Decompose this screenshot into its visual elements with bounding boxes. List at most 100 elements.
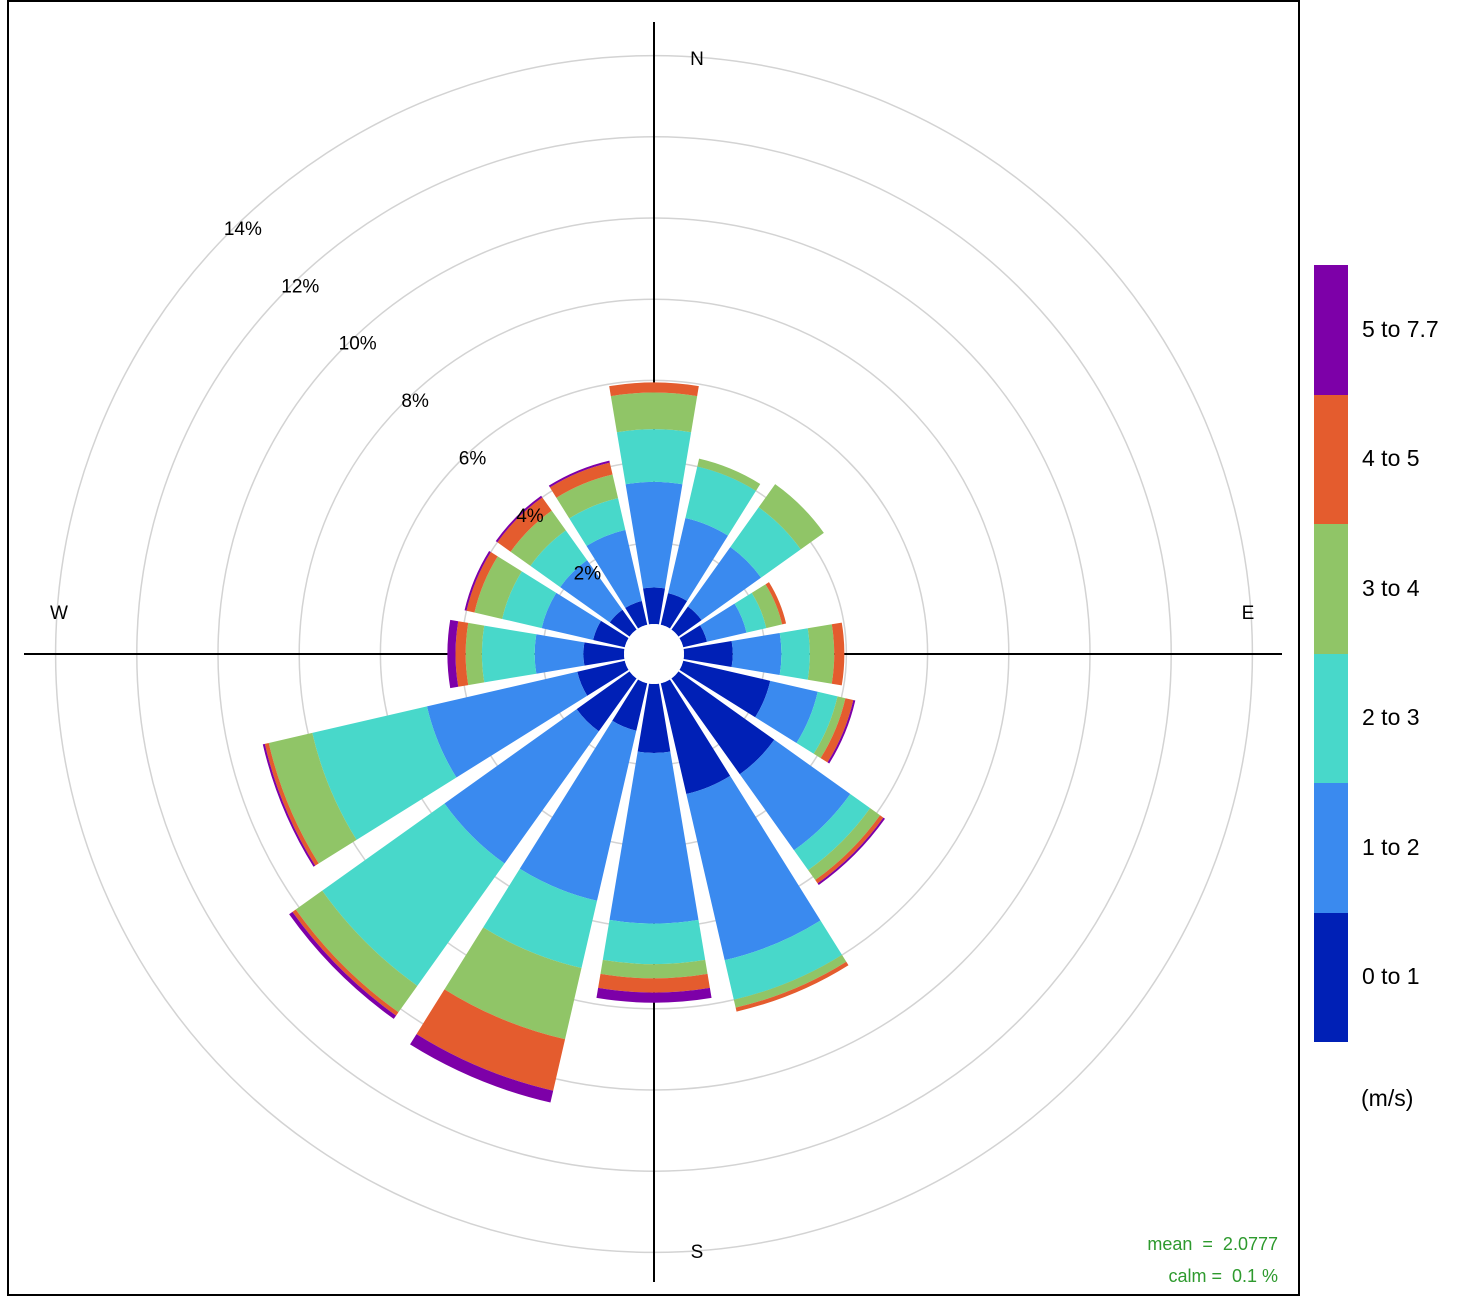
- plot-panel: 2% 4% 6% 8% 10% 12% 14% N E S W mean = 2.0777 …: [7, 0, 1300, 1296]
- radial-tick-label: 12%: [281, 276, 319, 297]
- wind-bar-segment: [687, 546, 762, 621]
- wind-bar-segment: [733, 954, 847, 1008]
- wind-bar-segment: [426, 671, 588, 778]
- wind-bar-segment: [519, 720, 637, 901]
- calm-stat: calm = 0.1 %: [1168, 1266, 1278, 1286]
- legend-units: (m/s): [1361, 1085, 1414, 1111]
- wind-bar-segment: [586, 529, 642, 608]
- legend-label: 4 to 5: [1362, 445, 1420, 472]
- wind-bar-segment: [671, 671, 775, 775]
- wind-bar-segment: [796, 691, 838, 754]
- wind-bar-segment: [464, 550, 491, 611]
- mean-stat: mean = 2.0777: [1147, 1234, 1278, 1254]
- wind-bar-segment: [598, 973, 710, 993]
- wind-bar-segment: [268, 732, 357, 864]
- calm-center-circle: [624, 624, 684, 684]
- wind-bar-segment: [625, 481, 683, 589]
- legend-label: 1 to 2: [1362, 833, 1420, 860]
- wind-bar-segment: [612, 679, 648, 731]
- legend-swatch: [1314, 653, 1348, 783]
- wind-bar-segment: [758, 484, 824, 550]
- wind-bar-segment: [510, 510, 566, 566]
- legend-label: 2 to 3: [1362, 704, 1420, 731]
- wind-bar-segment: [686, 775, 821, 961]
- wind-bar-segment: [731, 632, 782, 676]
- wind-bar-segment: [264, 742, 319, 866]
- wind-bar-segment: [447, 619, 459, 689]
- wind-bar-segment: [549, 462, 613, 498]
- wind-bar-segment: [481, 625, 537, 683]
- wind-bar-segment: [312, 706, 457, 840]
- wind-bar-segment: [700, 603, 747, 642]
- radial-tick-labels: 2% 4% 6% 8% 10% 12% 14%: [224, 219, 601, 585]
- wind-bar-segment: [416, 989, 566, 1091]
- wind-bar-segment: [497, 497, 552, 552]
- wind-bar-segment: [794, 794, 871, 871]
- wind-bar-segment: [735, 961, 849, 1012]
- wind-bar-segment: [643, 587, 665, 625]
- wind-bar-segment: [289, 911, 397, 1019]
- radial-tick-label: 10%: [339, 334, 377, 355]
- compass-label-e: E: [1242, 603, 1255, 624]
- wind-bar-segment: [751, 584, 783, 629]
- wind-bar-segment: [660, 593, 688, 629]
- wind-bar-segment: [779, 628, 810, 680]
- wind-bar-segment: [739, 739, 851, 851]
- legend-swatch: [1314, 394, 1348, 524]
- wind-bar-segment: [465, 622, 485, 686]
- wind-bar-segment: [600, 959, 708, 979]
- wind-bar-segment: [444, 927, 582, 1040]
- legend-swatch: [1314, 783, 1348, 913]
- wind-bar-segment: [815, 815, 884, 884]
- wind-bar-segment: [322, 803, 505, 986]
- wind-bar-segment: [625, 601, 648, 629]
- wind-bar-segment: [410, 1034, 554, 1103]
- wind-bar-segment: [474, 556, 522, 619]
- wind-bar-segment: [609, 609, 637, 637]
- wind-bar-segment: [808, 808, 881, 881]
- wind-bar-segment: [444, 709, 599, 864]
- wind-bar-segment: [679, 660, 771, 718]
- wind-bar-segment: [292, 909, 399, 1016]
- wind-bar-segment: [534, 634, 585, 674]
- wind-bar-segment: [502, 571, 557, 629]
- wind-bar-segment: [755, 680, 818, 744]
- compass-labels: N E S W: [50, 49, 1254, 1263]
- compass-label-w: W: [50, 603, 68, 624]
- radial-tick-label: 8%: [401, 391, 429, 412]
- wind-bar-segment: [596, 987, 712, 1003]
- wind-bar-segment: [637, 683, 671, 754]
- wind-bar-segment: [548, 460, 610, 488]
- speed-legend: 0 to 1 1 to 2 2 to 3 3 to 4 4 to 5 5 to 7.7: [1314, 265, 1464, 1165]
- legend-label: 3 to 4: [1362, 574, 1420, 601]
- wind-bar-segment: [530, 530, 588, 588]
- wind-bar-segment: [807, 624, 835, 684]
- wind-bar-segment: [827, 700, 856, 764]
- wind-bar-segment: [820, 698, 854, 763]
- wind-bar-segment: [660, 679, 731, 794]
- wind-bar-segment: [577, 660, 629, 696]
- radial-tick-label: 6%: [459, 449, 487, 470]
- wind-bar-segment: [813, 696, 846, 759]
- wind-bar-segment: [556, 474, 619, 519]
- wind-rose: 2% 4% 6% 8% 10% 12% 14% N E S W: [24, 22, 1282, 1282]
- radial-tick-label: 14%: [224, 219, 262, 240]
- wind-bar-segment: [683, 641, 733, 667]
- legend-swatch: [1314, 265, 1348, 395]
- wind-bar-segment: [466, 552, 498, 613]
- legend-swatch: [1314, 912, 1348, 1042]
- radial-tick-label: 4%: [516, 506, 544, 527]
- wind-bar-segment: [734, 592, 767, 633]
- wind-bar-segment: [609, 751, 699, 924]
- wind-bar-segment: [730, 507, 801, 578]
- wind-bar-segment: [616, 429, 692, 485]
- legend-label: 5 to 7.7: [1362, 315, 1439, 342]
- wind-bar-segment: [576, 671, 637, 732]
- wind-bar-segment: [685, 466, 756, 536]
- wind-bar-segment: [610, 392, 698, 433]
- wind-bar-segment: [679, 625, 707, 648]
- wind-bar-segment: [697, 458, 761, 491]
- compass-label-n: N: [690, 49, 704, 70]
- legend-swatch: [1314, 524, 1348, 654]
- wind-bar-segment: [609, 382, 699, 397]
